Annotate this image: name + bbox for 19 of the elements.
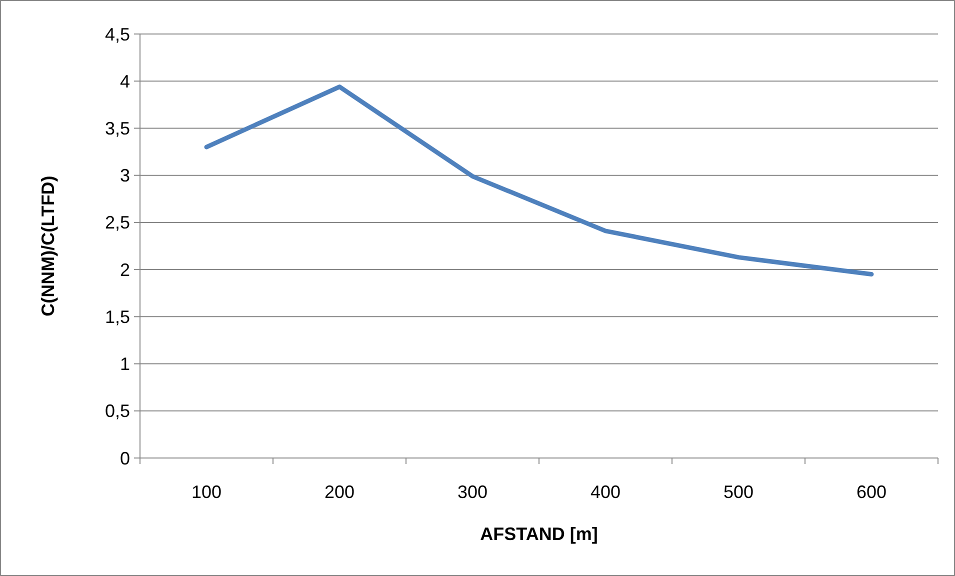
x-tick-label: 100	[191, 482, 222, 502]
y-axis-title: C(NNM)/C(LTFD)	[38, 176, 58, 316]
x-tick-label: 500	[723, 482, 754, 502]
x-tick-label: 300	[457, 482, 488, 502]
y-tick-label: 3	[120, 166, 130, 186]
y-tick-label: 0	[120, 448, 130, 468]
x-tick-label: 600	[856, 482, 887, 502]
y-tick-label: 4	[120, 71, 130, 92]
y-tick-label: 1,5	[104, 306, 130, 327]
y-tick-label: 2	[120, 260, 130, 280]
y-tick-label: 4,5	[104, 24, 130, 44]
y-tick-label: 1	[120, 354, 130, 374]
y-tick-label: 3,5	[104, 118, 130, 139]
line-series	[204, 84, 874, 277]
y-tick-label: 0,5	[104, 401, 130, 422]
x-tick-label: 400	[590, 482, 621, 502]
y-tick-label: 2,5	[104, 212, 130, 233]
x-axis-title: AFSTAND [m]	[480, 524, 598, 544]
x-tick-label: 200	[324, 482, 355, 502]
